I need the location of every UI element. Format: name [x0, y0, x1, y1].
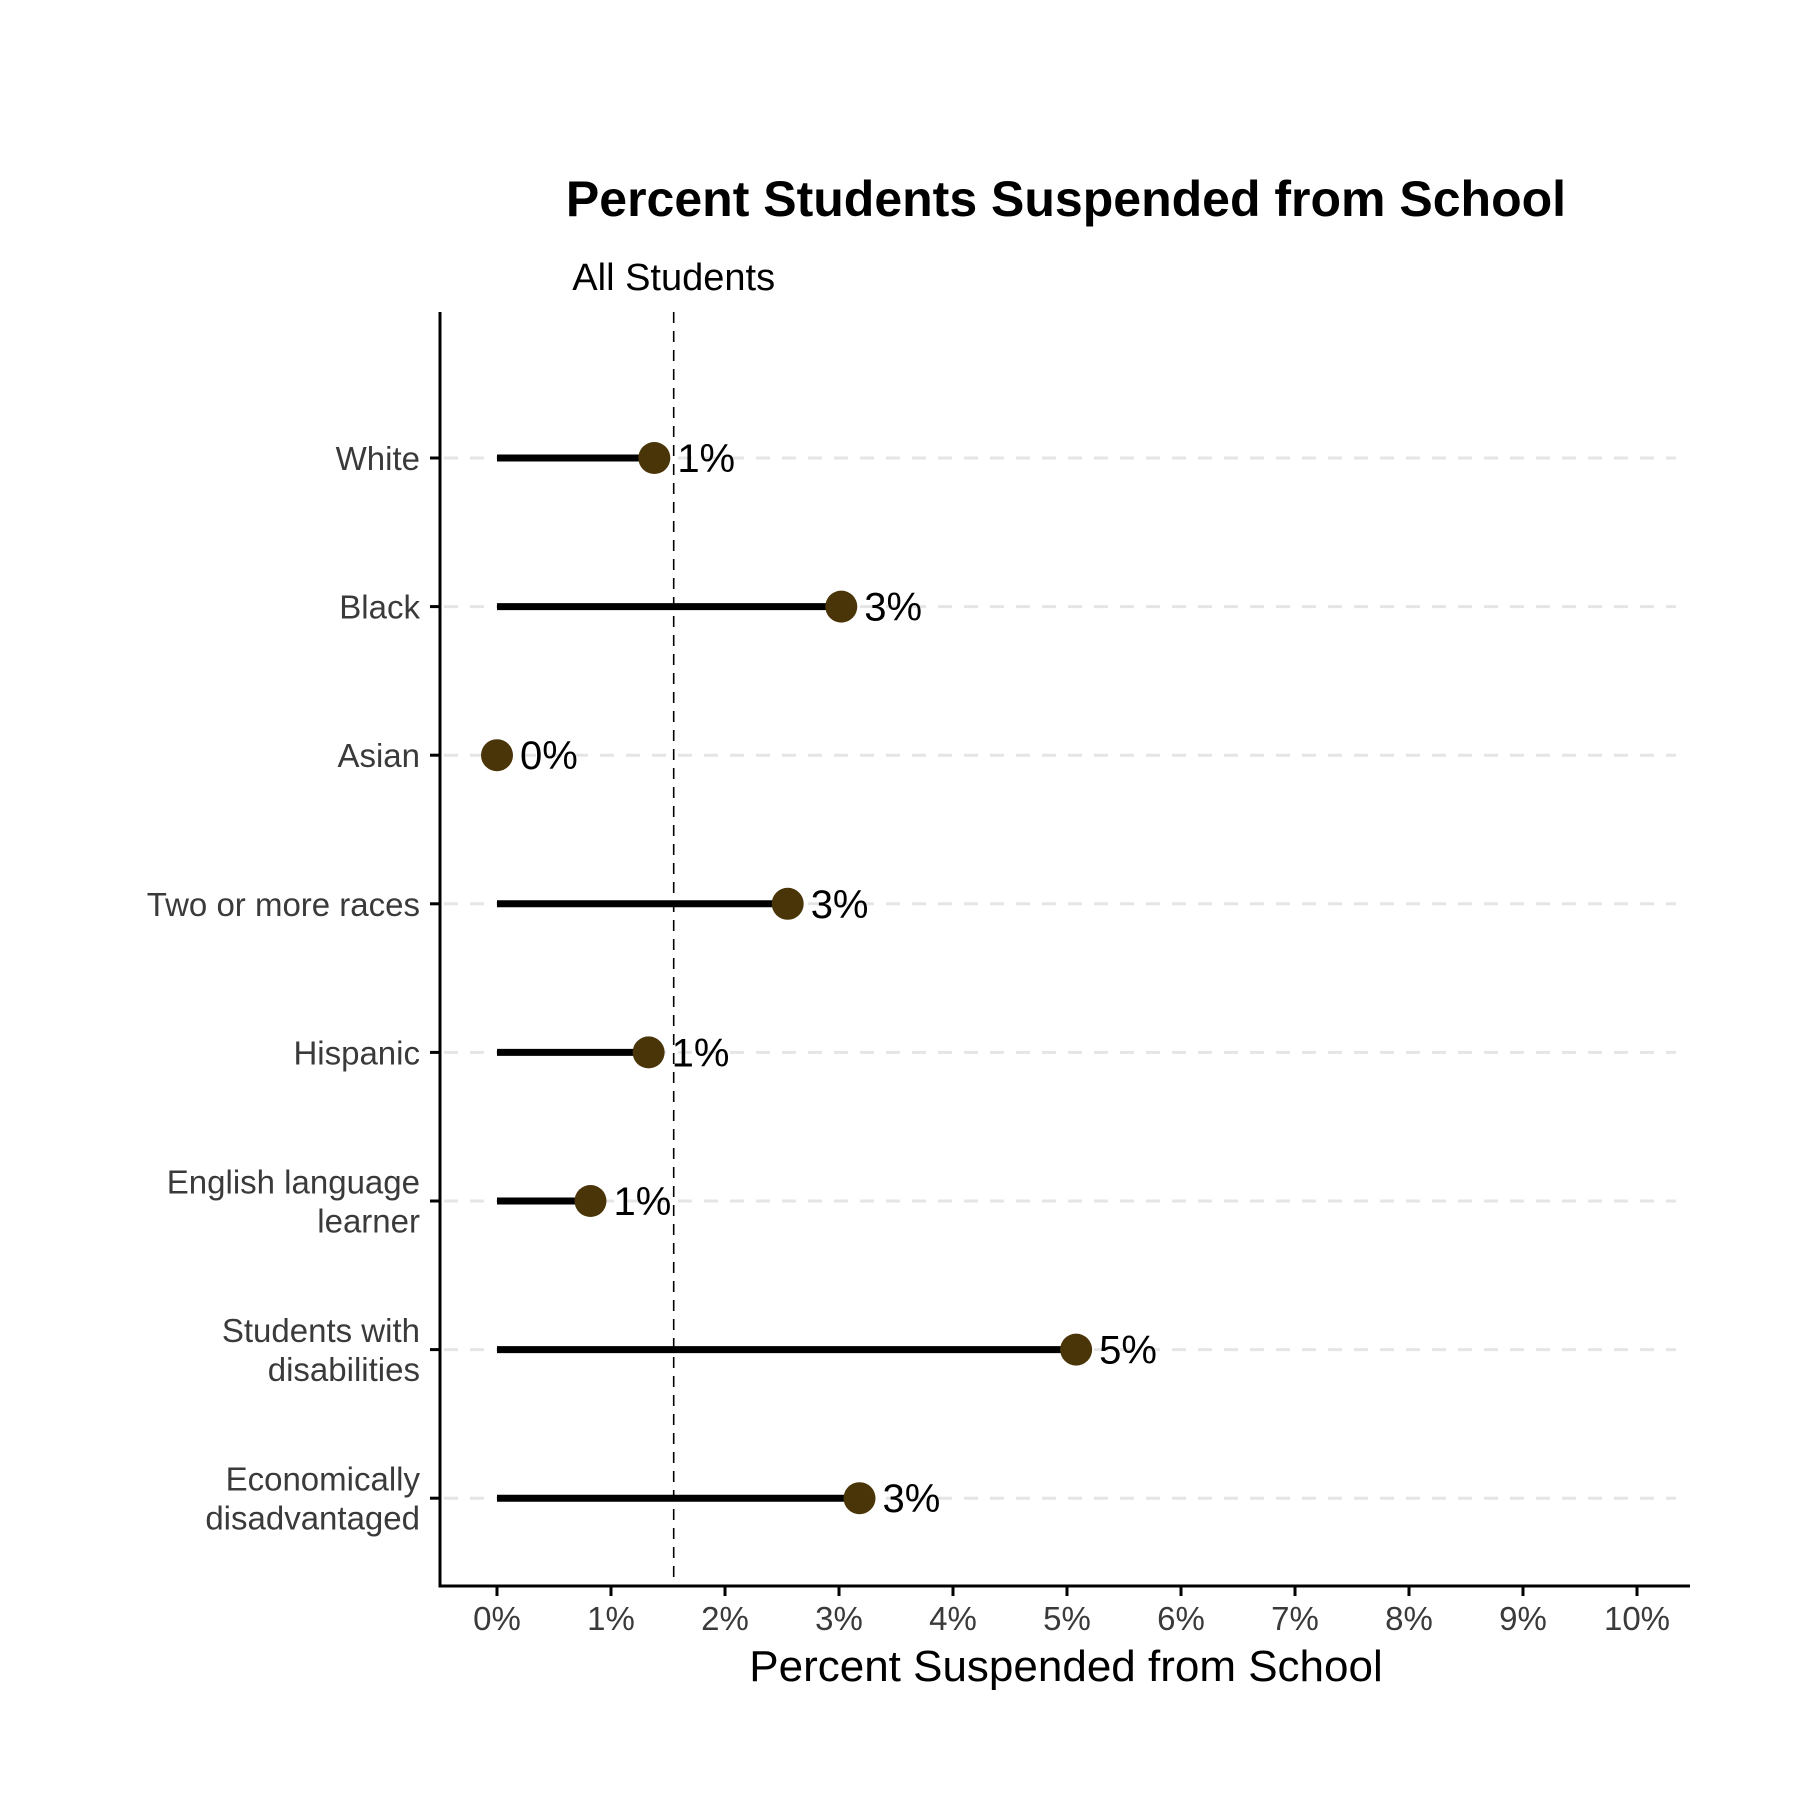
category-label: English language learner — [167, 1164, 420, 1240]
data-point — [632, 1036, 665, 1069]
category-labels: White Black Asian Two or more races Hispanic… — [147, 440, 421, 1537]
data-point — [481, 739, 513, 772]
value-label: 3% — [864, 586, 922, 630]
x-tick-label: 10% — [1604, 1600, 1670, 1637]
data-point — [638, 442, 671, 474]
category-label: Hispanic — [293, 1034, 420, 1071]
data-point — [825, 590, 858, 623]
value-label: 1% — [672, 1031, 730, 1075]
category-label: Asian — [337, 737, 420, 774]
x-tick-label: 3% — [815, 1600, 863, 1637]
reference-line-label: All Students — [572, 257, 775, 299]
x-tick-label: 8% — [1385, 1600, 1433, 1637]
x-axis-label: Percent Suspended from School — [749, 1642, 1383, 1691]
chart-title: Percent Students Suspended from School — [566, 171, 1566, 227]
category-label: White — [336, 440, 420, 477]
data-point — [574, 1185, 607, 1217]
data-point — [1060, 1333, 1093, 1366]
value-label: 5% — [1099, 1329, 1157, 1373]
x-tick-label: 6% — [1157, 1600, 1205, 1637]
x-tick-label: 9% — [1499, 1600, 1547, 1637]
stems — [497, 454, 1077, 1502]
value-labels: 1% 3% 0% 3% 1% 1% 5% 3% — [520, 437, 1157, 1521]
x-tick-label: 1% — [587, 1600, 635, 1637]
category-label: Black — [339, 589, 420, 626]
data-point — [843, 1482, 876, 1515]
category-label: Students with disabilities — [222, 1312, 420, 1388]
value-label: 3% — [811, 883, 869, 927]
category-label: Two or more races — [147, 886, 420, 923]
value-label: 3% — [883, 1477, 941, 1521]
axes — [430, 312, 1690, 1596]
reference-line-group: All Students — [572, 257, 775, 1586]
value-label: 1% — [613, 1180, 671, 1224]
points — [481, 442, 1093, 1515]
gridlines — [444, 456, 1676, 1500]
value-label: 1% — [677, 437, 735, 481]
category-label: Economically disadvantaged — [205, 1461, 420, 1537]
x-tick-label: 0% — [473, 1600, 521, 1637]
x-tick-label: 5% — [1043, 1600, 1091, 1637]
x-tick-label: 7% — [1271, 1600, 1319, 1637]
value-label: 0% — [520, 734, 578, 778]
x-tick-labels: 0% 1% 2% 3% 4% 5% 6% 7% 8% 9% 10% — [473, 1600, 1670, 1637]
data-point — [771, 887, 804, 920]
x-tick-label: 2% — [701, 1600, 749, 1637]
x-tick-label: 4% — [929, 1600, 977, 1637]
